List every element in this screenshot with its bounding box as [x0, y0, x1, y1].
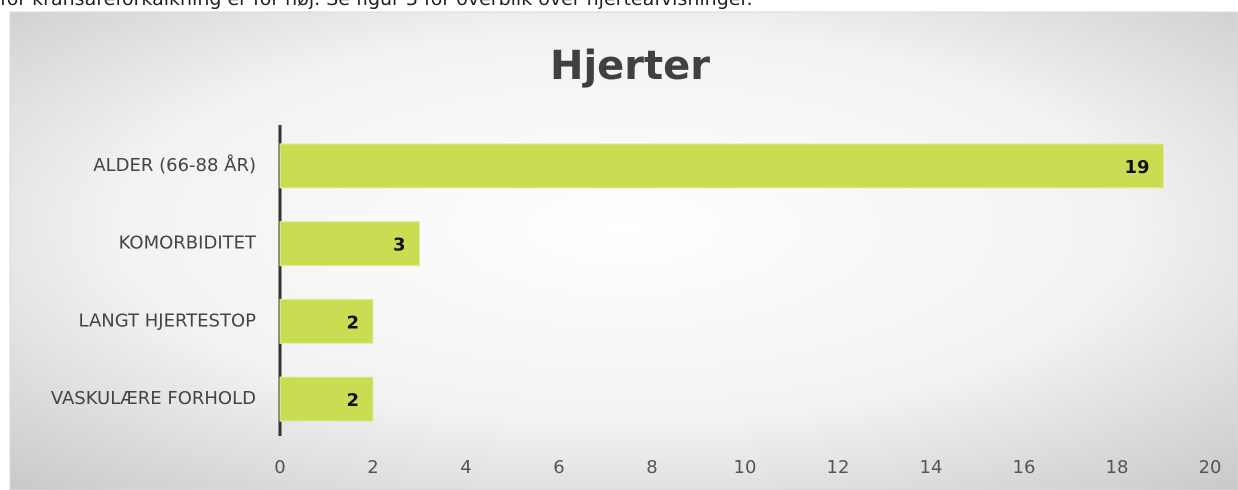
y-tick-label: ALDER (66-88 ÅR) — [93, 154, 256, 176]
x-tick-label: 0 — [274, 457, 285, 478]
body-text: for kransåreforkalkning er for høj. Se f… — [0, 0, 753, 10]
y-tick-label: LANGT HJERTESTOP — [79, 310, 257, 331]
x-tick-label: 10 — [734, 457, 757, 478]
x-tick-label: 8 — [646, 457, 657, 478]
x-tick-label: 4 — [460, 457, 471, 478]
x-tick-label: 12 — [827, 457, 850, 478]
data-label: 2 — [346, 390, 359, 411]
bar — [279, 298, 374, 344]
x-tick-label: 14 — [920, 457, 943, 478]
bar — [279, 143, 1164, 189]
x-tick-label: 20 — [1199, 457, 1222, 478]
x-tick-label: 16 — [1013, 457, 1036, 478]
chart-background — [9, 11, 1238, 490]
bar — [279, 221, 420, 267]
data-label: 19 — [1124, 157, 1149, 178]
y-tick-label: VASKULÆRE FORHOLD — [51, 388, 256, 409]
bar — [279, 376, 374, 422]
x-tick-label: 6 — [553, 457, 564, 478]
data-label: 3 — [393, 235, 406, 256]
chart-title: Hjerter — [550, 43, 710, 89]
x-tick-label: 18 — [1106, 457, 1129, 478]
data-label: 2 — [346, 312, 359, 333]
x-tick-label: 2 — [367, 457, 378, 478]
y-tick-label: KOMORBIDITET — [119, 233, 257, 254]
